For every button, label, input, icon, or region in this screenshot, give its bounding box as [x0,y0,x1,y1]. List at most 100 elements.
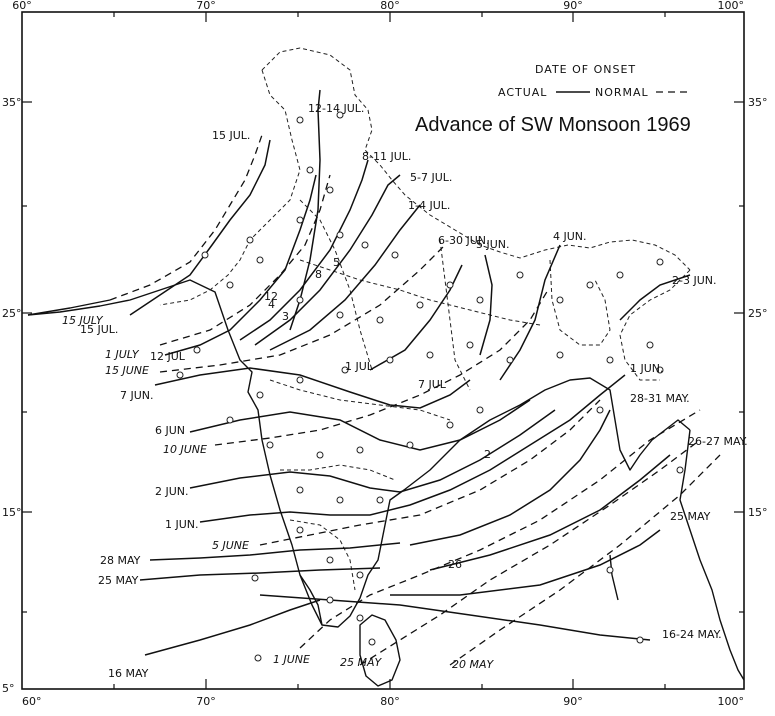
lon-label-bottom-80: 80° [380,695,400,708]
label-12-14-jul: 12-14 JUL. [308,102,364,115]
latitude-ticks [22,101,744,613]
coastline-south-india [299,574,323,626]
normal-1-july [159,174,331,346]
normal-5-june [259,399,601,546]
northeast-border [619,269,691,381]
iso-25-may-west [139,567,381,581]
label-1-jun-east: 1 JUN. [630,362,664,375]
lon-label-top-100: 100° [718,0,745,12]
normal-20-may [449,454,721,666]
actual-isochrones [129,89,691,656]
iso-15-jul [129,139,271,316]
iso-6-30-jun [369,264,463,371]
state-boundary-d [299,199,373,371]
label-4-jun: 4 JUN. [553,230,587,243]
label-26-inner: 26 [448,558,462,571]
iso-25-may-east [390,529,661,596]
label-normal-15-july: 15 JULY [62,314,104,327]
coastline-myanmar [679,429,745,681]
lon-label-top-90: 90° [563,0,583,12]
iso-7-jun [154,367,471,409]
label-25-may-east: 25 MAY [670,510,711,523]
lat-label-right-35: 35° [748,96,768,109]
iso-5-jun-north [479,254,493,356]
label-4-inner: 4 [268,298,275,311]
label-7-jun: 7 JUN. [120,389,154,402]
station-markers [176,111,684,662]
label-1-4-jul: 1-4 JUL. [408,199,450,212]
label-2-jun: 2 JUN. [155,485,189,498]
lon-label-bottom-60: 60° [22,695,42,708]
label-normal-5-june: 5 JUNE [212,539,249,552]
iso-2-3-jun [619,274,691,321]
lon-label-top-80: 80° [380,0,400,12]
normal-25-may [359,439,701,666]
label-28-31-may: 28-31 MAY. [630,392,690,405]
normal-isochrones [109,134,721,666]
label-2-3-jun: 2-3 JUN. [672,274,716,287]
lon-label-bottom-100: 100° [718,695,745,708]
lon-label-top-70: 70° [196,0,216,12]
iso-16-may [144,599,321,656]
normal-10-june [214,289,549,446]
label-5-7-jul: 5-7 JUL. [410,171,452,184]
legend-actual-label: ACTUAL [498,86,547,99]
india-west-border [159,69,301,306]
label-16-may: 16 MAY [108,667,149,680]
label-12-jul: 12 JUL [150,350,186,363]
label-normal-1-june: 1 JUNE [273,653,310,666]
label-6-30-jun: 6-30 JUN. [438,234,489,247]
lat-label-right-25: 25° [748,307,768,320]
coastline-irrawaddy [609,554,619,601]
iso-26-27-may [429,454,671,571]
state-boundary-c [280,464,396,481]
label-16-24-may: 16-24 MAY. [662,628,722,641]
label-normal-20-may: 20 MAY [452,658,495,671]
lat-label-left-25: 25° [2,307,22,320]
label-26-27-may: 26-27 MAY. [688,435,748,448]
iso-8-11-jul [239,159,369,341]
lon-label-bottom-90: 90° [563,695,583,708]
legend-heading: DATE OF ONSET [535,63,636,76]
label-8-inner: 8 [315,268,322,281]
label-5-inner: 5 [333,256,340,269]
lat-label-right-15: 15° [748,506,768,519]
normal-15-june [159,244,446,373]
label-normal-10-june: 10 JUNE [163,443,207,456]
lon-label-bottom-70: 70° [196,695,216,708]
lat-label-left-15: 15° [2,506,22,519]
label-28-may: 28 MAY [100,554,141,567]
label-normal-1-july: 1 JULY [105,348,140,361]
iso-5-7-jul [254,174,401,346]
label-12-inner: 12 [264,290,278,303]
label-7-jul-inner: 7 JUL [418,378,447,391]
sri-lanka-outline [359,614,401,687]
label-1-jun-west: 1 JUN. [165,518,199,531]
lat-label-left-5: 5° [2,682,15,695]
label-25-may-west: 25 MAY [98,574,139,587]
map-title: Advance of SW Monsoon 1969 [415,114,691,136]
iso-28-may [149,542,401,561]
label-3-inner: 3 [282,310,289,323]
state-boundary-a [299,259,541,326]
lon-label-top-60: 60° [12,0,32,12]
label-5-jun: 5 JUN. [476,238,510,251]
label-2-inner: 2 [484,448,491,461]
state-boundary-f [289,519,356,591]
iso-2-jun [189,409,556,493]
coastline-pakistan [27,299,111,316]
bangladesh-border [549,259,611,346]
label-normal-25-may: 25 MAY [340,656,383,669]
legend-normal-label: NORMAL [595,86,649,99]
normal-1-june [299,409,701,649]
iso-28-31-may [409,409,611,546]
label-normal-15-june: 15 JUNE [105,364,149,377]
label-8-11-jul: 8-11 JUL. [362,150,411,163]
normal-15-july [109,134,263,301]
state-boundary-e [439,239,471,391]
label-15-jul-top: 15 JUL. [212,129,250,142]
iso-1-4-jul [269,204,421,351]
india-north-border [261,47,691,271]
